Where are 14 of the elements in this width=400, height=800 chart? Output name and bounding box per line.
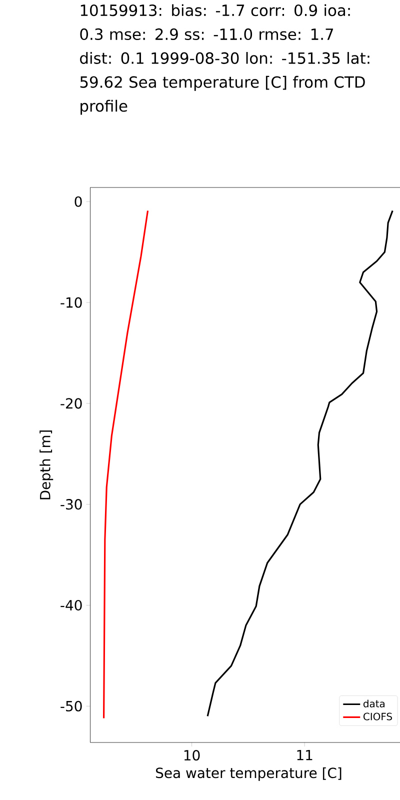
x-axis-title: Sea water temperature [C] (156, 767, 342, 781)
legend-label: CIOFS (364, 712, 392, 720)
y-axis-title: Depth [m] (40, 430, 54, 500)
y-tick-label: -10 (60, 297, 82, 308)
chart-title: 10159913: bias: -1.7 corr: 0.9 ioa: 0.3 mse: 2.9 ss: -11.0 rmse: 1.7 dist: 0.1 1999-08-30 lon: -151.35 lat: 59.62 Sea temperature [C] from CTD profile (80, 4, 370, 115)
y-tick-label: -20 (60, 398, 82, 409)
line-series (102, 210, 149, 720)
x-tick-label: 10 (184, 750, 200, 761)
legend-label: data (363, 700, 384, 708)
x-tick-label: 11 (297, 750, 312, 760)
y-tick-label: -40 (60, 600, 82, 611)
y-tick-label: 0 (74, 196, 82, 207)
y-tick-label: -30 (60, 499, 82, 510)
y-tick-label: -50 (60, 700, 82, 712)
